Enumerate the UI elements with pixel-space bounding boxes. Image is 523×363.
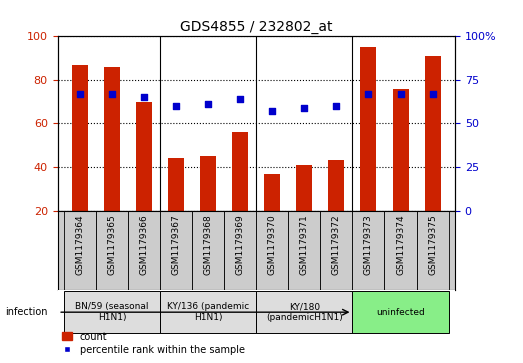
Bar: [72, 65, 88, 211]
Legend: count, percentile rank within the sample: count, percentile rank within the sample: [62, 331, 245, 355]
Bar: [96, 211, 128, 290]
Point: [396, 91, 405, 97]
Text: GSM1179369: GSM1179369: [236, 215, 245, 275]
Text: KY/136 (pandemic
H1N1): KY/136 (pandemic H1N1): [167, 302, 249, 322]
Text: GSM1179371: GSM1179371: [300, 215, 309, 275]
Text: GSM1179372: GSM1179372: [332, 215, 341, 275]
Text: GSM1179366: GSM1179366: [140, 215, 149, 275]
Bar: [353, 211, 384, 290]
Bar: [160, 211, 192, 290]
Text: GSM1179374: GSM1179374: [396, 215, 405, 275]
Text: uninfected: uninfected: [376, 308, 425, 317]
Text: GSM1179370: GSM1179370: [268, 215, 277, 275]
Text: GSM1179375: GSM1179375: [428, 215, 437, 275]
Bar: [416, 211, 449, 290]
Bar: [425, 56, 440, 211]
Bar: [104, 67, 120, 211]
Bar: [392, 89, 408, 211]
Bar: [360, 47, 377, 211]
Bar: [136, 102, 152, 211]
Bar: [353, 291, 449, 333]
Bar: [328, 160, 345, 211]
Point: [172, 103, 180, 109]
Bar: [200, 156, 216, 211]
Bar: [288, 211, 321, 290]
Point: [300, 105, 309, 111]
Bar: [128, 211, 160, 290]
Bar: [232, 132, 248, 211]
Bar: [297, 165, 312, 211]
Bar: [384, 211, 416, 290]
Point: [236, 96, 244, 102]
Bar: [224, 211, 256, 290]
Title: GDS4855 / 232802_at: GDS4855 / 232802_at: [180, 20, 333, 34]
Text: GSM1179364: GSM1179364: [75, 215, 85, 275]
Point: [204, 101, 212, 107]
Bar: [321, 211, 353, 290]
Text: GSM1179365: GSM1179365: [108, 215, 117, 275]
Point: [76, 91, 84, 97]
Text: BN/59 (seasonal
H1N1): BN/59 (seasonal H1N1): [75, 302, 149, 322]
Bar: [64, 211, 96, 290]
Text: GSM1179373: GSM1179373: [364, 215, 373, 275]
Bar: [160, 291, 256, 333]
Text: GSM1179367: GSM1179367: [172, 215, 180, 275]
Point: [268, 108, 277, 114]
Text: GSM1179368: GSM1179368: [203, 215, 213, 275]
Bar: [168, 158, 184, 211]
Point: [108, 91, 116, 97]
Bar: [192, 211, 224, 290]
Text: KY/180
(pandemicH1N1): KY/180 (pandemicH1N1): [266, 302, 343, 322]
Point: [428, 91, 437, 97]
Point: [140, 94, 148, 100]
Bar: [256, 291, 353, 333]
Point: [332, 103, 340, 109]
Point: [365, 91, 373, 97]
Bar: [64, 291, 160, 333]
Bar: [256, 211, 288, 290]
Bar: [264, 174, 280, 211]
Text: infection: infection: [5, 307, 48, 317]
